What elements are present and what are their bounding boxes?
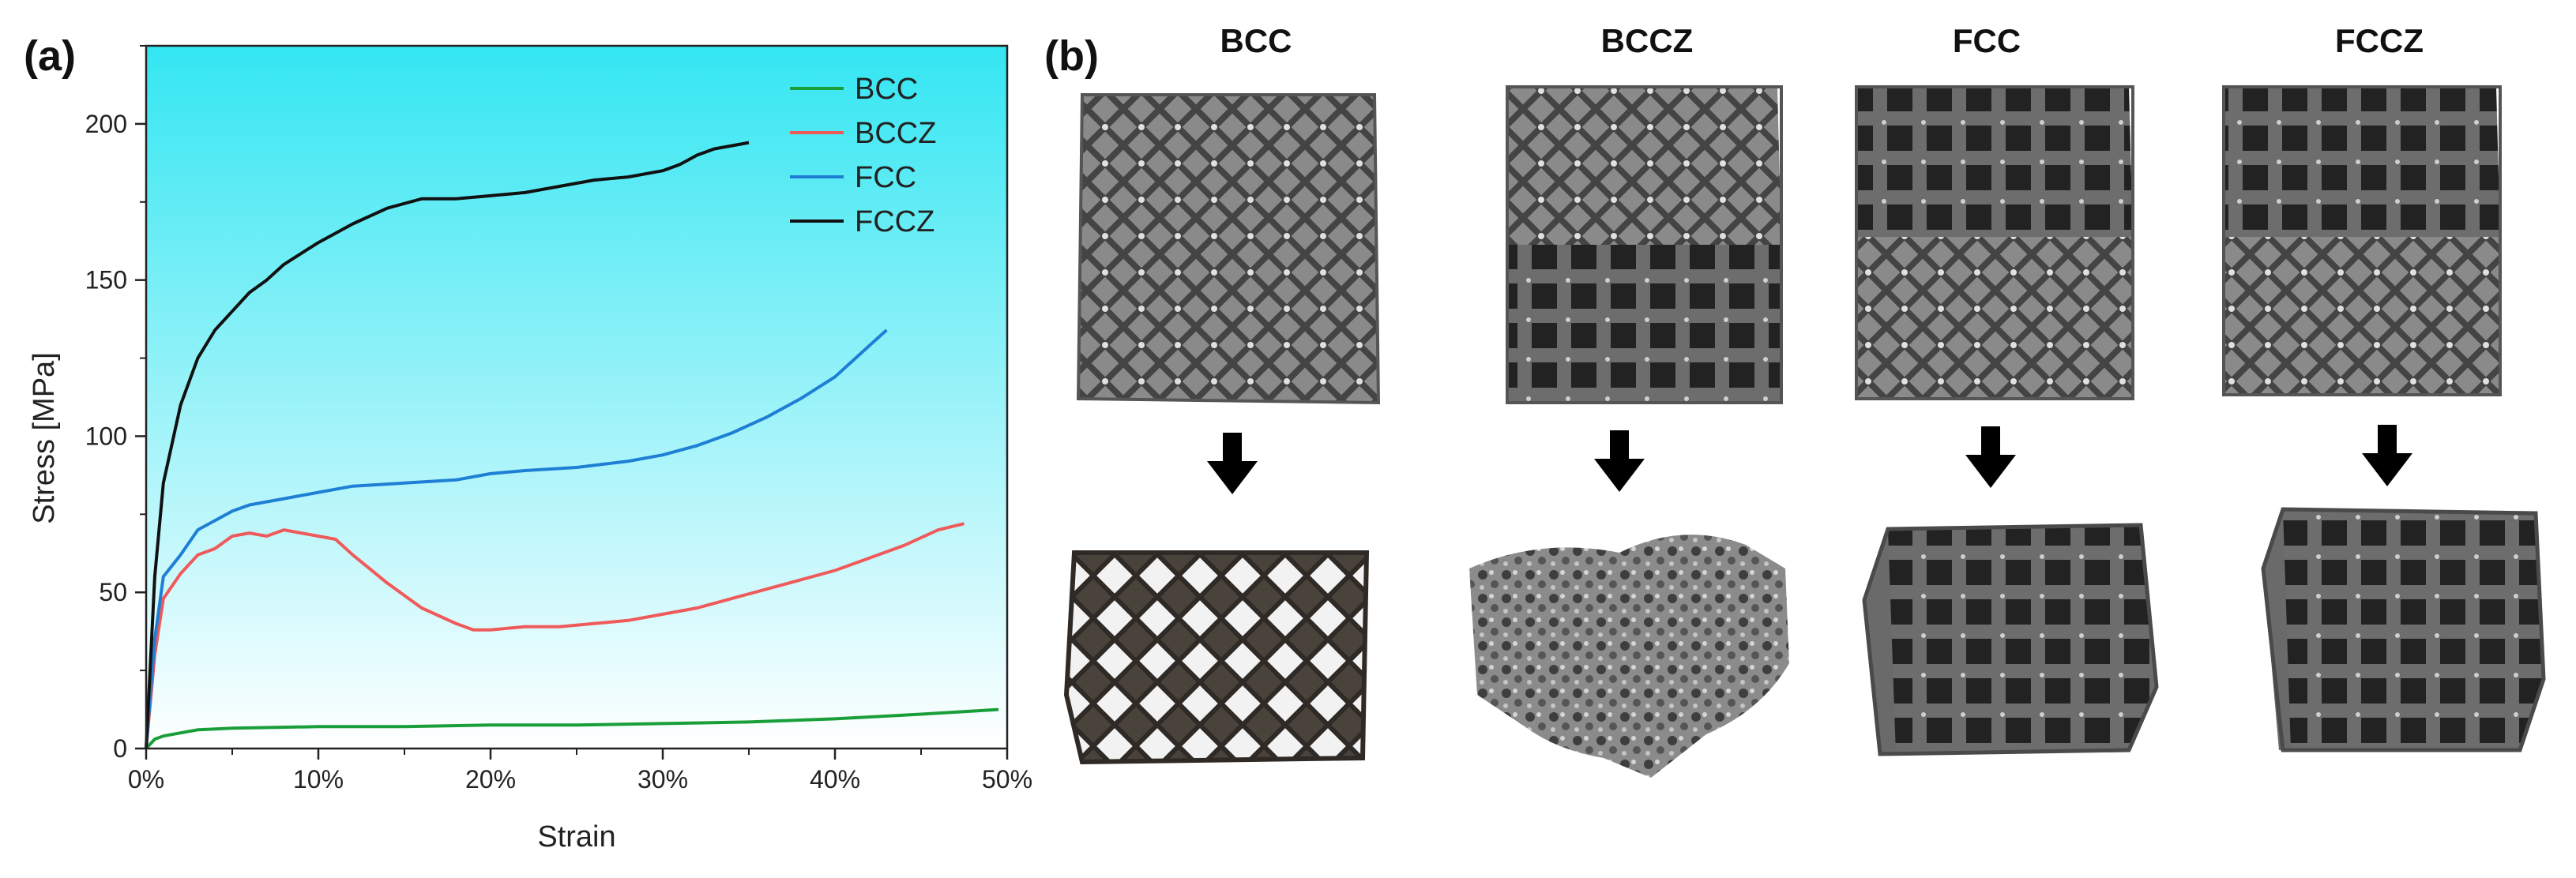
arrow-down-icon <box>1965 426 2016 488</box>
panel-a-label: (a) <box>24 32 76 80</box>
x-tick-label: 50% <box>982 765 1032 794</box>
legend-label-bccz: BCCZ <box>855 117 936 150</box>
lattice-bcc-before <box>1076 93 1381 405</box>
lattice-fcc-after <box>1862 523 2159 756</box>
series-line-bcc <box>145 707 999 750</box>
lattice-photos <box>1063 85 2546 778</box>
lattice-bccz-after <box>1469 535 1789 778</box>
plot-area <box>146 46 1007 749</box>
y-tick-label: 50 <box>99 578 127 606</box>
stress-strain-chart: 0% 10% 20% 30% 40% 50% 0 50 100 150 200 BCC BCCZ FCC… <box>28 44 1032 854</box>
series-line-fccz <box>145 141 750 749</box>
lattice-fccz-after <box>2261 507 2546 752</box>
y-axis-title: Stress [MPa] <box>28 352 61 524</box>
series-line-bccz <box>145 522 965 749</box>
legend-label-bcc: BCC <box>855 73 918 106</box>
x-tick-label: 0% <box>128 765 164 794</box>
arrow-down-icon <box>1594 430 1645 492</box>
series-line-fcc <box>145 328 888 749</box>
y-tick-label: 100 <box>85 422 127 450</box>
lattice-title-bcc: BCC <box>1220 22 1292 59</box>
x-axis-title: Strain <box>537 820 615 854</box>
lattice-fcc-before <box>1855 85 2134 400</box>
lattice-fccz-before <box>2222 85 2502 396</box>
x-tick-label: 40% <box>810 765 860 794</box>
x-tick-label: 10% <box>293 765 344 794</box>
y-tick-label: 0 <box>113 734 127 763</box>
arrow-down-icon <box>1207 433 1258 494</box>
x-tick-label: 30% <box>637 765 688 794</box>
lattice-bccz-before <box>1506 85 1783 404</box>
arrow-down-icon <box>2362 425 2412 486</box>
legend-label-fcc: FCC <box>855 161 916 194</box>
lattice-title-fccz: FCCZ <box>2335 22 2424 59</box>
y-tick-label: 150 <box>85 266 127 295</box>
lattice-bcc-after <box>1063 550 1370 765</box>
lattice-title-bccz: BCCZ <box>1600 22 1694 59</box>
panel-b-label: (b) <box>1044 32 1099 80</box>
y-tick-label: 200 <box>85 110 127 138</box>
lattice-title-fcc: FCC <box>1952 22 2021 59</box>
legend-label-fccz: FCCZ <box>855 205 935 238</box>
x-tick-label: 20% <box>465 765 516 794</box>
